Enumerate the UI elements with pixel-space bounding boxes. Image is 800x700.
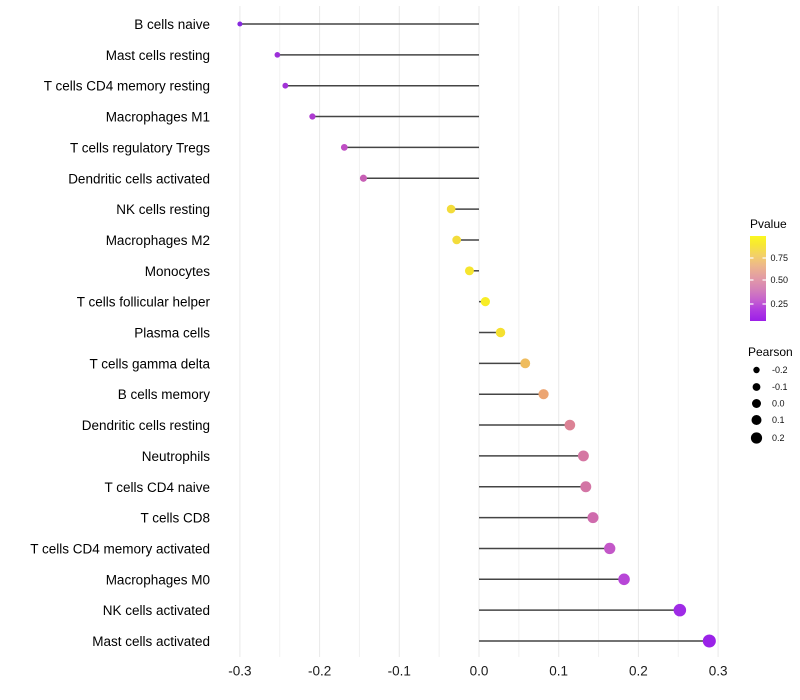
y-axis-label: T cells regulatory Tregs [70,140,210,155]
x-axis: -0.3 -0.2 -0.1 0.0 0.1 0.2 0.3 [228,664,727,679]
gridlines [239,6,719,657]
x-axis-tick-label: -0.2 [308,664,331,679]
y-axis-label: Macrophages M1 [106,110,210,125]
pearson-legend: Pearson -0.2 -0.1 0.0 0.1 0.2 [748,345,793,444]
pearson-size-label: 0.1 [772,415,785,425]
lollipop-point [577,450,589,462]
lollipop-point [464,266,474,276]
lollipop-point [580,481,592,493]
x-axis-tick-label: -0.3 [228,664,251,679]
lollipop-point [673,603,687,617]
x-axis-tick-label: 0.2 [629,664,648,679]
lollipop-point [282,82,289,89]
y-axis-label: Plasma cells [134,326,210,341]
x-axis-tick-label: 0.3 [709,664,728,679]
lollipop-point [604,542,616,555]
pvalue-tick-label: 0.25 [771,299,789,309]
y-axis-label: B cells memory [118,387,211,402]
lollipop-point [340,143,348,151]
lollipop-point [237,21,243,27]
lollipop-point [480,297,490,307]
lollipop-point [702,634,716,648]
y-axis-label: NK cells resting [116,202,210,217]
pearson-size-label: -0.2 [772,365,788,375]
lollipop-point [495,327,506,338]
lollipop-point [618,573,630,586]
lollipop-rows: B cells naive Mast cells resting T cells C… [30,17,716,649]
pearson-size-dot [752,399,761,408]
x-axis-tick-label: 0.0 [470,664,489,679]
pvalue-colorbar [750,236,766,321]
y-axis-label: B cells naive [134,17,210,32]
pearson-size-label: 0.0 [772,399,785,409]
pearson-size-label: -0.1 [772,382,788,392]
y-axis-label: Macrophages M0 [106,572,210,587]
pearson-size-dot [751,415,762,425]
x-axis-tick-label: -0.1 [388,664,411,679]
lollipop-point [520,358,531,369]
pvalue-tick-label: 0.50 [771,275,789,285]
y-axis-label: Macrophages M2 [106,233,210,248]
lollipop-point [446,204,456,214]
lollipop-point [538,389,549,400]
pearson-size-dot [750,432,763,444]
pearson-size-dot [752,383,761,391]
lollipop-point [564,419,576,431]
pearson-size-dot [753,366,760,374]
y-axis-label: Mast cells resting [106,48,210,63]
pearson-size-label: 0.2 [772,433,785,443]
y-axis-label: T cells CD4 naive [104,480,210,495]
lollipop-point [452,235,462,245]
y-axis-label: Dendritic cells activated [68,171,210,186]
pvalue-tick-label: 0.75 [771,253,789,263]
y-axis-label: T cells follicular helper [77,295,211,310]
lollipop-point [309,113,316,120]
pearson-legend-title: Pearson [748,345,793,359]
y-axis-label: T cells CD4 memory activated [30,541,210,556]
lollipop-point [359,174,367,182]
pvalue-legend-title: Pvalue [750,217,787,231]
y-axis-label: T cells CD4 memory resting [44,79,210,94]
y-axis-label: Dendritic cells resting [82,418,210,433]
lollipop-point [587,512,599,524]
lollipop-point [274,52,281,58]
pvalue-legend: Pvalue 0.75 0.50 0.25 [750,217,788,321]
y-axis-label: NK cells activated [103,603,210,618]
y-axis-label: T cells CD8 [140,511,210,526]
y-axis-label: T cells gamma delta [89,356,210,371]
y-axis-label: Neutrophils [142,449,211,464]
x-axis-tick-label: 0.1 [549,664,568,679]
y-axis-label: Monocytes [145,264,211,279]
y-axis-label: Mast cells activated [92,634,210,649]
